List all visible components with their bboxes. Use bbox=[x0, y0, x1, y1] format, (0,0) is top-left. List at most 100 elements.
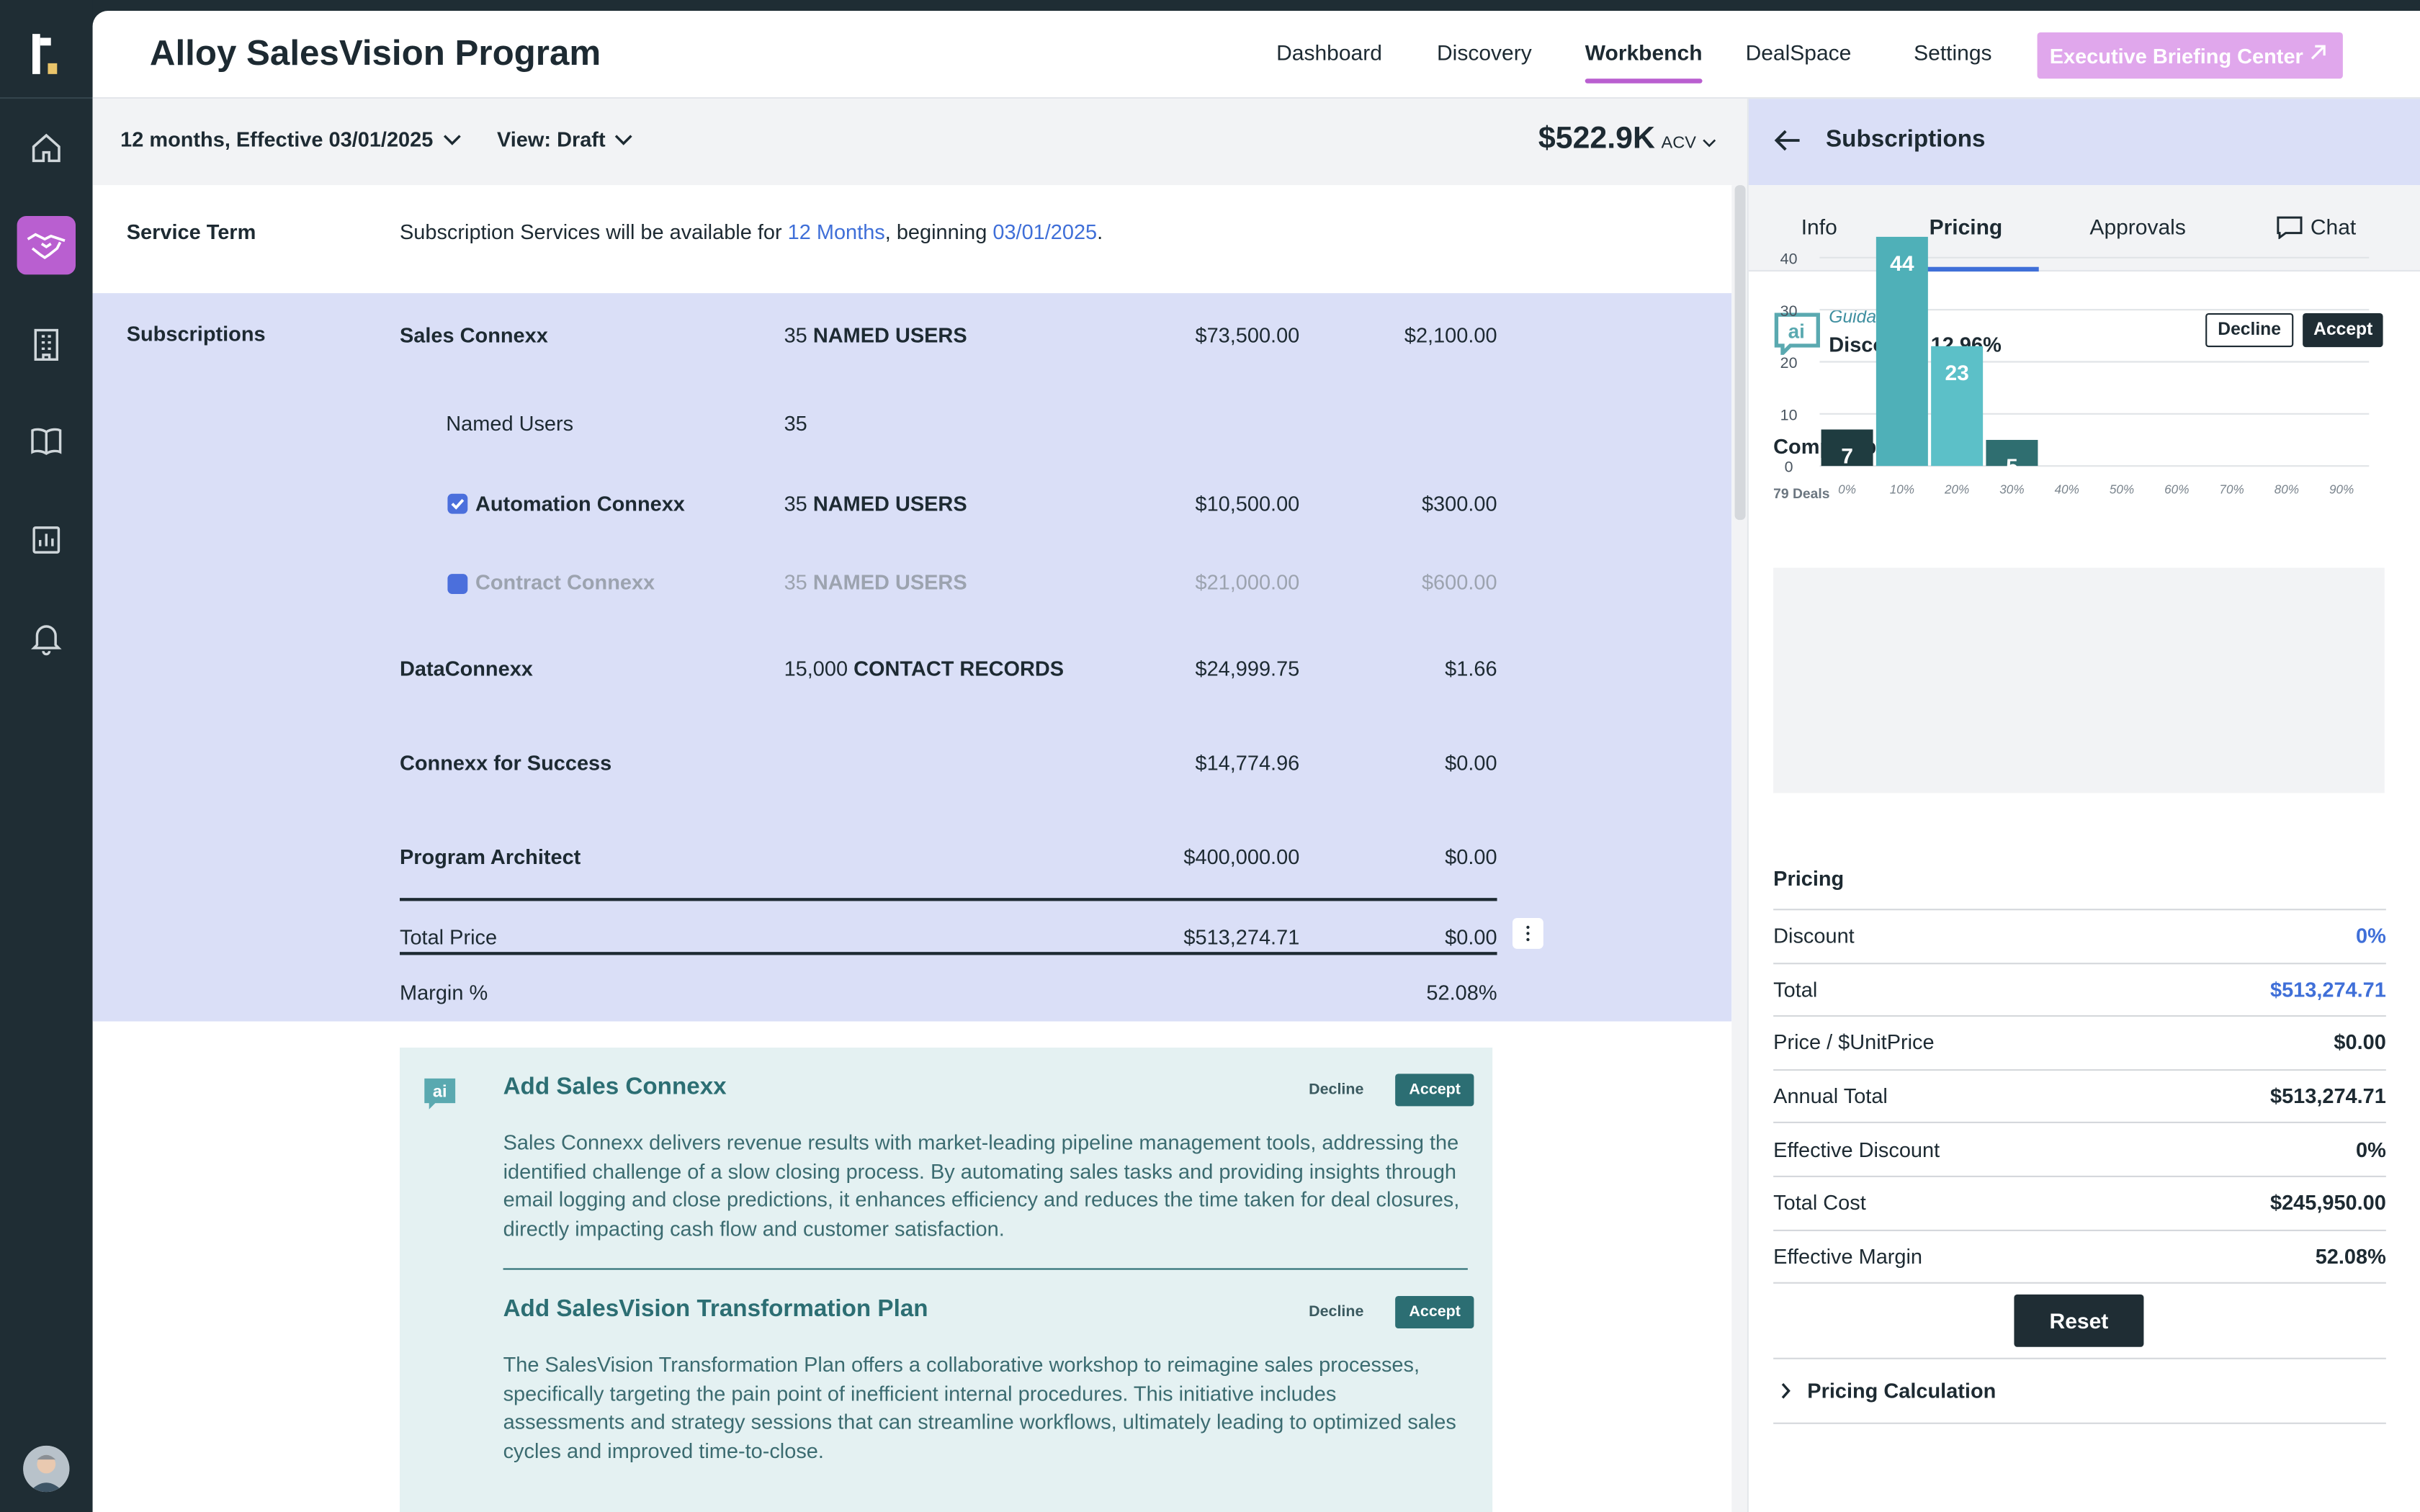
logo-icon[interactable] bbox=[28, 31, 62, 77]
panel-header: Subscriptions bbox=[1748, 99, 2420, 186]
pricing-row-value: 0% bbox=[2356, 924, 2386, 948]
item-price: $24,999.75 bbox=[1195, 657, 1300, 680]
home-icon[interactable] bbox=[17, 119, 76, 177]
item-name: DataConnexx bbox=[400, 657, 533, 680]
margin-label: Margin % bbox=[400, 981, 488, 1004]
term-date-link[interactable]: 03/01/2025 bbox=[992, 220, 1098, 244]
x-tick-label: 90% bbox=[2329, 482, 2354, 497]
main-scrollbar[interactable] bbox=[1731, 185, 1747, 1512]
more-options-icon[interactable] bbox=[1512, 918, 1543, 949]
tab-info[interactable]: Info bbox=[1801, 214, 1837, 240]
panel-tabs: Info Pricing Approvals Chat bbox=[1748, 185, 2420, 272]
building-icon[interactable] bbox=[17, 315, 76, 373]
nav-workbench[interactable]: Workbench bbox=[1585, 40, 1703, 84]
nav-discovery[interactable]: Discovery bbox=[1436, 40, 1532, 65]
qty-unit: CONTACT RECORDS bbox=[853, 657, 1065, 680]
pricing-calculation-label: Pricing Calculation bbox=[1807, 1379, 1996, 1403]
item-name: Automation Connexx bbox=[475, 492, 685, 516]
qty-value: 35 bbox=[784, 492, 807, 516]
item-name: Sales Connexx bbox=[400, 324, 548, 348]
item-qty: 35 NAMED USERS bbox=[784, 571, 967, 594]
service-term-middle: , beginning bbox=[884, 220, 993, 244]
item-qty: 35 bbox=[784, 412, 807, 436]
x-tick-label: 70% bbox=[2219, 482, 2244, 497]
service-term-text: Subscription Services will be available … bbox=[400, 220, 1103, 243]
nav-settings[interactable]: Settings bbox=[1914, 40, 1992, 65]
executive-briefing-center-button[interactable]: Executive Briefing Center bbox=[2037, 32, 2343, 79]
app-window: Alloy SalesVision Program Dashboard Disc… bbox=[92, 11, 2420, 1512]
total-divider bbox=[400, 898, 1497, 901]
item-unit-price: $0.00 bbox=[1445, 751, 1497, 775]
ai-icon: ai bbox=[421, 1076, 458, 1120]
item-name: Named Users bbox=[446, 412, 574, 436]
pricing-row-value: $513,274.71 bbox=[2269, 978, 2386, 1002]
acv-total[interactable]: $522.9K ACV bbox=[1538, 122, 1716, 157]
chart-icon[interactable] bbox=[17, 510, 76, 569]
comparables-chart: 79 Deals 0 10 20 30 40 7 0% 44 10% 23 20% 5 30% 40% 50… bbox=[1773, 236, 2385, 793]
service-term-suffix: . bbox=[1097, 220, 1103, 244]
tab-chat-label: Chat bbox=[2310, 214, 2357, 240]
x-tick-label: 10% bbox=[1890, 482, 1914, 497]
qty-value: 15,000 bbox=[784, 657, 848, 680]
pricing-row-value: 0% bbox=[2356, 1138, 2386, 1161]
term-dropdown[interactable]: 12 months, Effective 03/01/2025 bbox=[120, 128, 461, 151]
reset-button[interactable]: Reset bbox=[2014, 1294, 2144, 1347]
service-term-label: Service Term bbox=[126, 220, 256, 244]
toolbar: 12 months, Effective 03/01/2025 View: Dr… bbox=[92, 99, 1747, 186]
scrollbar-thumb[interactable] bbox=[1734, 185, 1746, 521]
pricing-row-value: $513,274.71 bbox=[2269, 1084, 2386, 1108]
guidance-accept-button[interactable]: Accept bbox=[2303, 313, 2384, 348]
quote-content: Service Term Subscription Services will … bbox=[92, 185, 1732, 1512]
decline-button[interactable]: Decline bbox=[1309, 1303, 1364, 1321]
item-price: $14,774.96 bbox=[1195, 751, 1300, 775]
ai-recommendations-card: ai Add Sales Connexx Decline Accept Sale… bbox=[400, 1048, 1493, 1512]
accept-button[interactable]: Accept bbox=[1395, 1296, 1475, 1328]
bell-icon[interactable] bbox=[17, 609, 76, 667]
item-name: Contract Connexx bbox=[475, 570, 655, 594]
guidance-decline-button[interactable]: Decline bbox=[2205, 313, 2294, 348]
subscriptions-section: Subscriptions Sales Connexx 35 NAMED USE… bbox=[92, 293, 1732, 1022]
tab-chat[interactable]: Chat bbox=[2277, 214, 2357, 240]
bar-value-label: 44 bbox=[1890, 252, 1914, 276]
y-tick-label: 40 bbox=[1780, 250, 1798, 267]
tab-approvals[interactable]: Approvals bbox=[2089, 214, 2186, 240]
chevron-down-icon bbox=[615, 134, 633, 145]
pricing-row-label: Total Cost bbox=[1773, 1191, 1866, 1215]
qty-value: 35 bbox=[784, 324, 807, 348]
accept-button[interactable]: Accept bbox=[1395, 1074, 1475, 1107]
nav-dashboard[interactable]: Dashboard bbox=[1276, 40, 1382, 65]
chevron-right-icon bbox=[1781, 1383, 1791, 1399]
view-value: View: Draft bbox=[497, 127, 606, 151]
tab-pricing[interactable]: Pricing bbox=[1929, 214, 2003, 240]
pricing-row: Total $513,274.71 bbox=[1773, 962, 2386, 1015]
nav-dealspace[interactable]: DealSpace bbox=[1745, 40, 1852, 65]
view-dropdown[interactable]: View: Draft bbox=[497, 128, 633, 151]
chart-area bbox=[1773, 567, 2385, 793]
term-months-link[interactable]: 12 Months bbox=[787, 220, 885, 244]
checkbox-unchecked[interactable] bbox=[447, 574, 468, 594]
acv-unit: ACV bbox=[1661, 134, 1696, 153]
handshake-icon[interactable] bbox=[17, 216, 76, 275]
book-icon[interactable] bbox=[17, 412, 76, 470]
qty-value: 35 bbox=[784, 570, 807, 594]
x-tick-label: 30% bbox=[1999, 482, 2024, 497]
total-unit-value: $0.00 bbox=[1445, 925, 1497, 949]
ebc-label: Executive Briefing Center bbox=[2049, 44, 2303, 68]
y-tick-label: 30 bbox=[1780, 302, 1798, 320]
item-unit-price: $0.00 bbox=[1445, 845, 1497, 869]
pricing-row: Effective Discount 0% bbox=[1773, 1122, 2386, 1176]
checkbox-checked[interactable] bbox=[447, 493, 468, 514]
chevron-down-icon bbox=[443, 134, 460, 145]
pricing-calculation-toggle[interactable]: Pricing Calculation bbox=[1773, 1357, 2386, 1424]
item-price: $73,500.00 bbox=[1195, 324, 1300, 348]
pricing-row: Effective Margin 52.08% bbox=[1773, 1228, 2386, 1282]
service-term-section: Service Term Subscription Services will … bbox=[92, 185, 1732, 294]
qty-unit: NAMED USERS bbox=[812, 570, 967, 594]
bar bbox=[1876, 236, 1928, 467]
user-avatar[interactable] bbox=[23, 1445, 70, 1493]
chevron-down-icon bbox=[1703, 139, 1716, 148]
decline-button[interactable]: Decline bbox=[1309, 1081, 1364, 1099]
pricing-row-label: Annual Total bbox=[1773, 1084, 1888, 1108]
pricing-title: Pricing bbox=[1773, 867, 1845, 891]
back-arrow-icon[interactable] bbox=[1773, 128, 1801, 161]
